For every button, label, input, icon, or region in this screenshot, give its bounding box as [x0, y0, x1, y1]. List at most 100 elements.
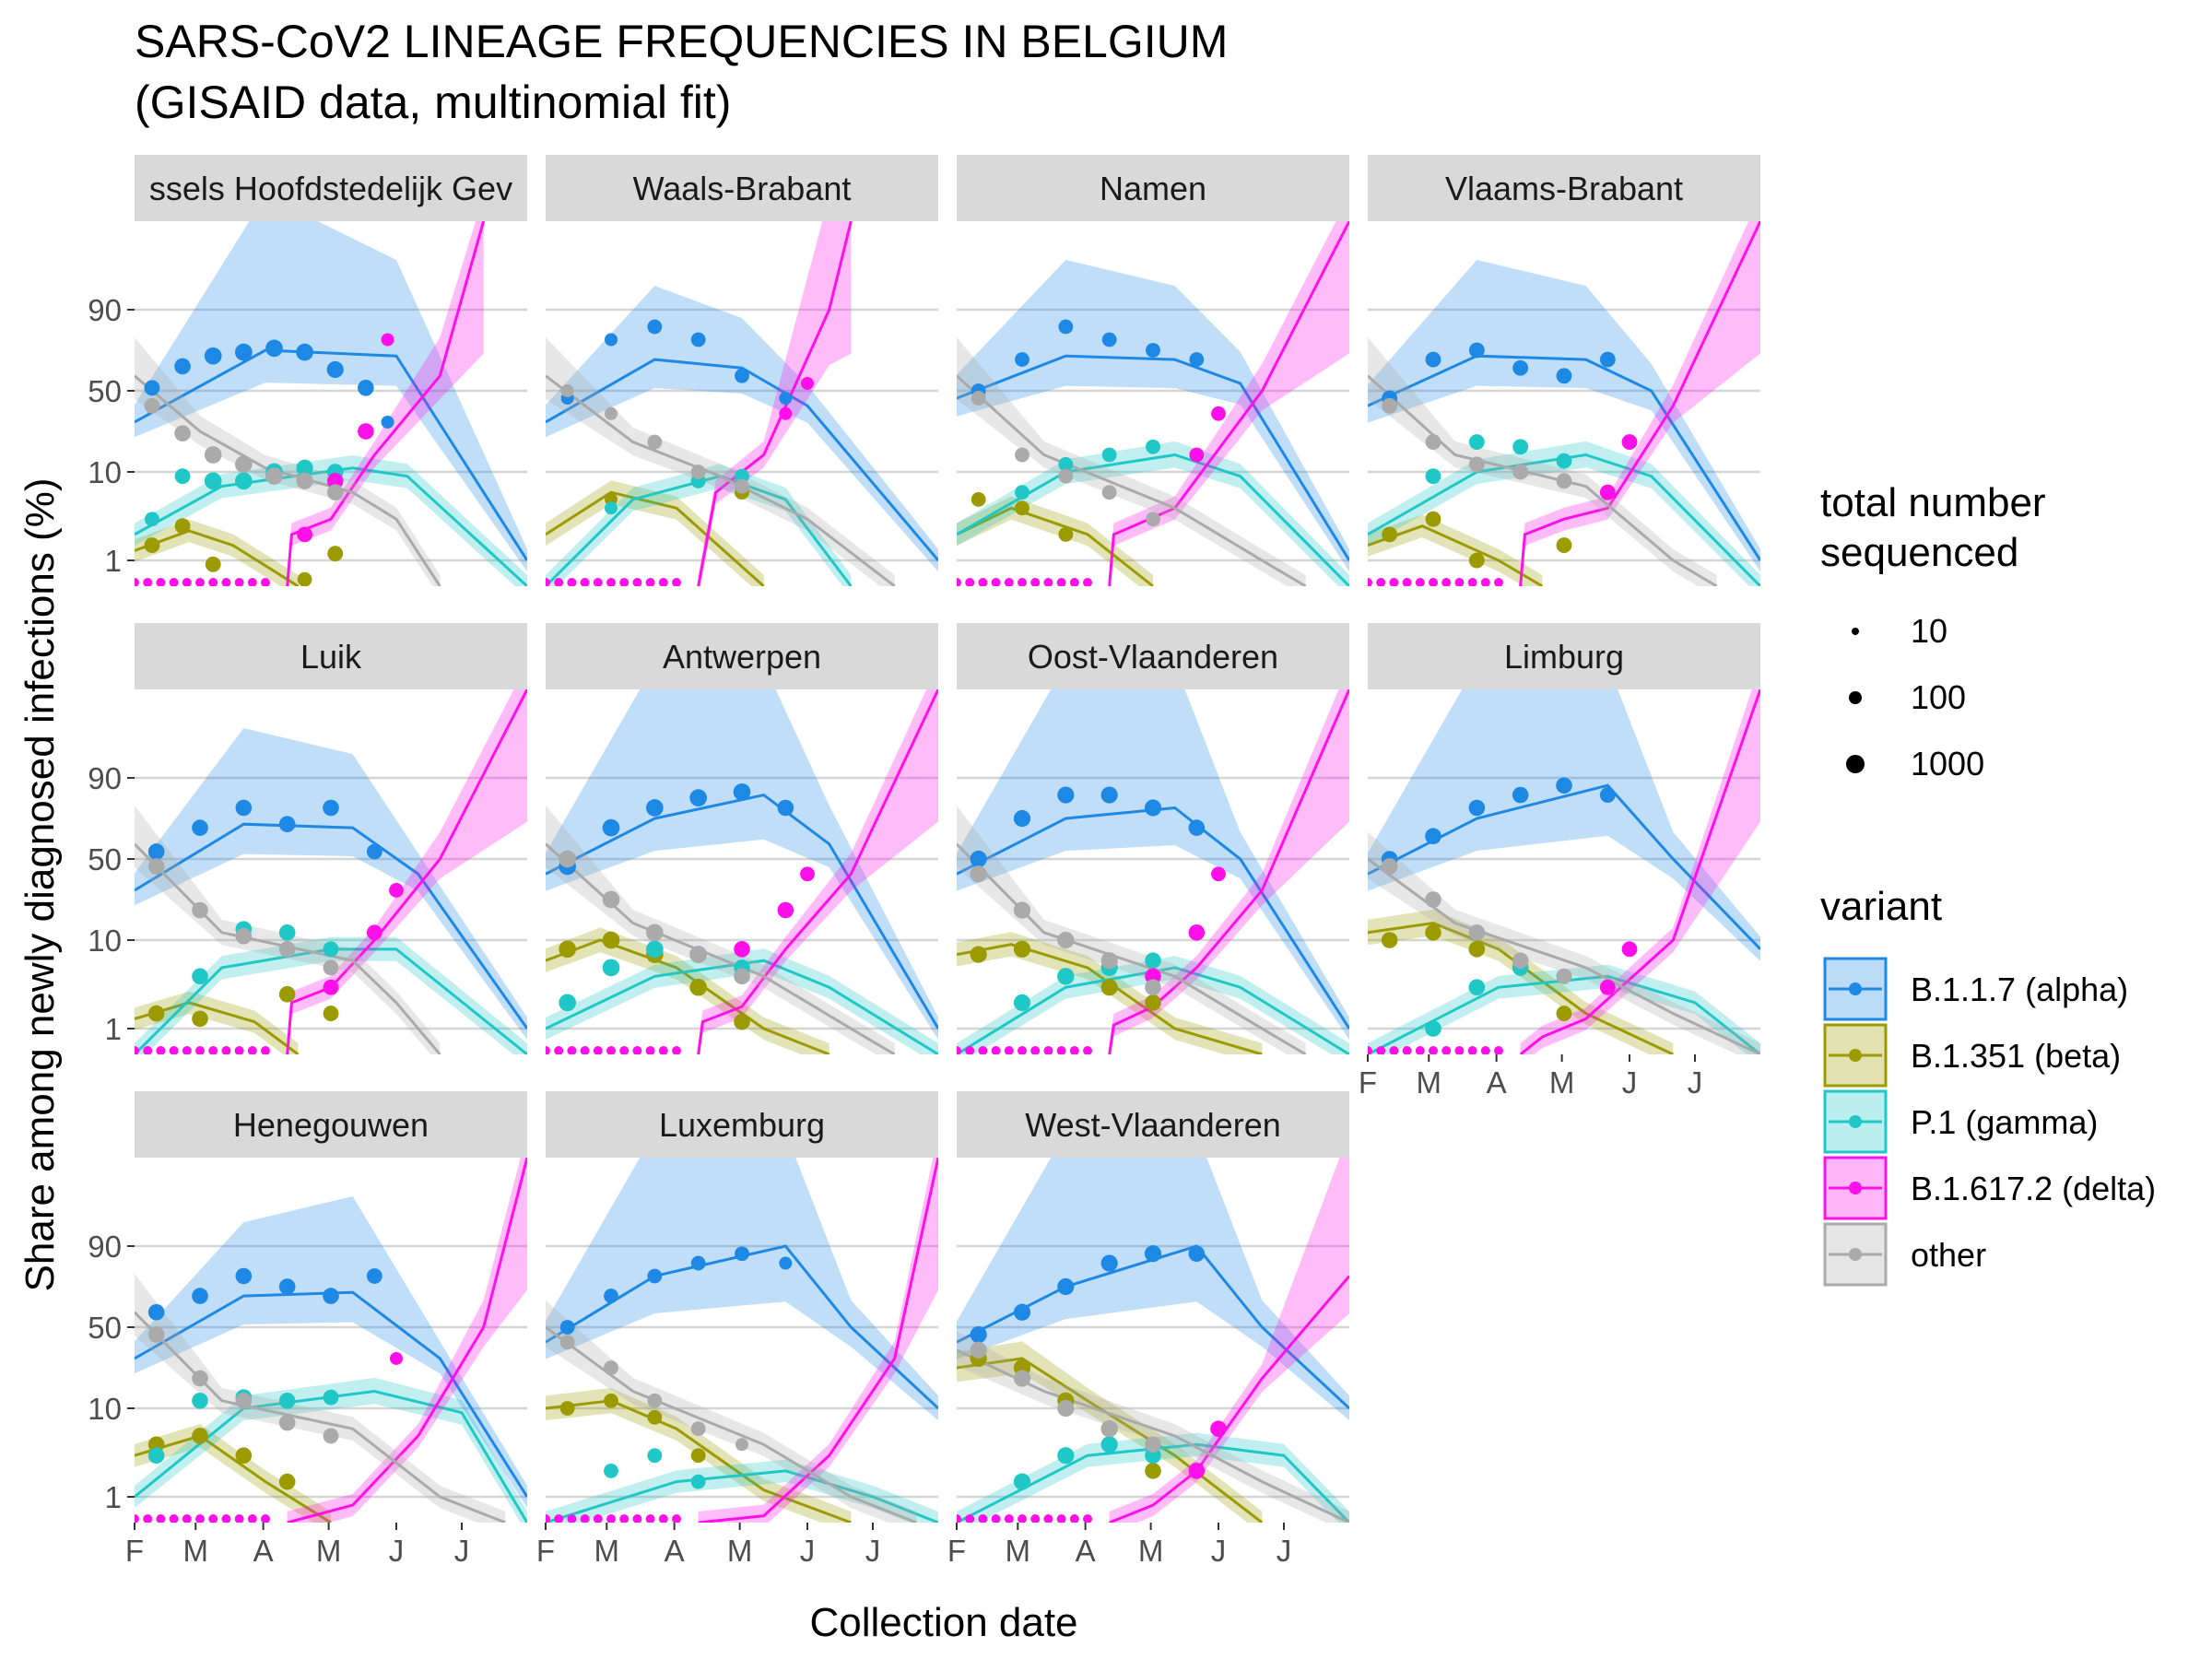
data-point-other: [1556, 473, 1572, 489]
ribbon-alpha: [957, 689, 1349, 1041]
facet-strip-label: ssels Hoofdstedelijk Gev: [149, 170, 512, 207]
data-point-gamma: [1468, 979, 1486, 996]
data-point-gamma: [1101, 447, 1117, 463]
fit-line-delta: [286, 221, 486, 586]
data-point-other: [323, 1428, 339, 1444]
fit-line-beta: [135, 1434, 332, 1523]
size-legend-dot-large: [1846, 755, 1865, 773]
data-point-delta-zero: [1083, 1514, 1092, 1523]
data-point-gamma: [1013, 994, 1031, 1011]
facet-strip-label: Namen: [1100, 170, 1206, 207]
x-axis-label: Collection date: [809, 1600, 1077, 1645]
data-point-delta: [390, 1351, 403, 1365]
data-point-delta-zero: [965, 1046, 975, 1054]
data-point-beta: [559, 940, 577, 959]
data-point-gamma: [1145, 952, 1161, 970]
facet-strip-label: Henegouwen: [233, 1106, 429, 1144]
ribbon-alpha: [957, 1158, 1349, 1421]
data-point-delta-zero: [143, 1046, 153, 1054]
data-point-delta-zero: [156, 1514, 166, 1523]
data-point-alpha: [1013, 1303, 1031, 1321]
data-point-beta: [1013, 940, 1031, 958]
data-point-delta-zero: [658, 1046, 668, 1054]
fit-line-other: [957, 842, 1307, 1054]
data-point-alpha: [1188, 819, 1206, 836]
data-point-gamma: [278, 1393, 296, 1409]
fit-line-other: [135, 1311, 506, 1523]
fit-line-beta: [135, 529, 300, 586]
y-tick-label: 90: [88, 1230, 122, 1264]
facet-panel: Henegouwen 1 10 50 90 F M A M J J: [88, 1091, 527, 1568]
data-point-beta: [647, 1409, 663, 1425]
fit-line-gamma: [957, 1442, 1349, 1523]
variant-legend: variant B.1.1.7 (alpha) B.1.351 (beta) P.1…: [1820, 884, 2156, 1287]
data-point-other: [605, 406, 618, 420]
data-point-gamma: [278, 924, 296, 941]
data-point-delta-zero: [1056, 1514, 1066, 1523]
x-tick-label: A: [253, 1534, 274, 1568]
data-point-delta-zero: [182, 578, 192, 586]
fit-line-delta: [1519, 689, 1760, 1054]
facet-panel: Vlaams-Brabant: [1368, 155, 1760, 586]
size-legend-dot-medium: [1849, 691, 1862, 704]
data-point-beta: [1382, 526, 1398, 543]
data-point-other: [689, 946, 708, 963]
data-point-delta-zero: [1069, 1514, 1079, 1523]
fit-line-other: [135, 842, 441, 1054]
facet-panel: Waals-Brabant: [546, 155, 938, 586]
data-point-delta-zero: [991, 578, 1001, 586]
data-point-delta-zero: [208, 1514, 218, 1523]
x-tick-label: F: [1359, 1065, 1377, 1100]
data-point-gamma: [147, 1447, 165, 1465]
data-point-delta-zero: [1056, 1046, 1066, 1054]
fit-line-delta: [287, 1158, 527, 1523]
data-point-alpha: [192, 1288, 208, 1304]
data-point-alpha: [366, 1268, 382, 1284]
data-point-gamma: [296, 459, 313, 477]
fit-line-delta: [697, 221, 853, 586]
data-point-delta-zero: [156, 578, 166, 586]
data-point-gamma: [1013, 1473, 1031, 1490]
fit-line-other: [1368, 374, 1718, 586]
data-point-delta-zero: [208, 1046, 218, 1054]
data-point-beta: [1058, 526, 1074, 542]
data-point-alpha: [604, 1288, 618, 1303]
data-point-other: [1425, 891, 1441, 908]
data-point-alpha: [174, 358, 191, 375]
data-point-delta-zero: [195, 578, 205, 586]
ribbon-other: [546, 336, 895, 586]
data-point-delta-zero: [1368, 1046, 1372, 1054]
data-point-delta-zero: [1004, 1046, 1014, 1054]
facet-plot-area: [546, 689, 938, 1054]
data-point-delta: [366, 924, 382, 941]
data-point-alpha: [192, 819, 208, 836]
data-point-delta: [323, 979, 339, 995]
data-point-other: [278, 941, 296, 958]
data-point-delta: [326, 473, 344, 489]
data-point-alpha: [647, 319, 663, 335]
data-point-other: [1100, 1420, 1118, 1438]
data-point-delta-zero: [1043, 1514, 1053, 1523]
data-point-delta-zero: [554, 1514, 564, 1523]
ribbon-gamma: [135, 454, 527, 586]
data-point-delta-zero: [1083, 578, 1092, 586]
data-point-other: [235, 927, 253, 945]
y-tick-label: 10: [88, 924, 122, 958]
data-point-other: [192, 1370, 208, 1387]
data-point-delta-zero: [957, 1046, 961, 1054]
data-point-delta-zero: [1441, 578, 1452, 586]
chart-title-line2: (GISAID data, multinomial fit): [135, 76, 731, 128]
ribbon-gamma: [546, 948, 938, 1054]
data-point-delta-zero: [143, 578, 153, 586]
data-point-delta: [1621, 941, 1638, 958]
data-point-alpha: [1058, 319, 1074, 335]
ribbon-alpha: [135, 1195, 527, 1509]
data-point-alpha: [366, 843, 382, 860]
data-point-other: [296, 472, 313, 489]
data-point-delta-zero: [658, 1514, 668, 1523]
data-point-beta: [205, 556, 221, 572]
data-point-alpha: [777, 799, 794, 817]
data-point-delta-zero: [1429, 578, 1438, 586]
fit-line-other: [957, 374, 1307, 586]
data-point-delta: [1621, 434, 1638, 450]
